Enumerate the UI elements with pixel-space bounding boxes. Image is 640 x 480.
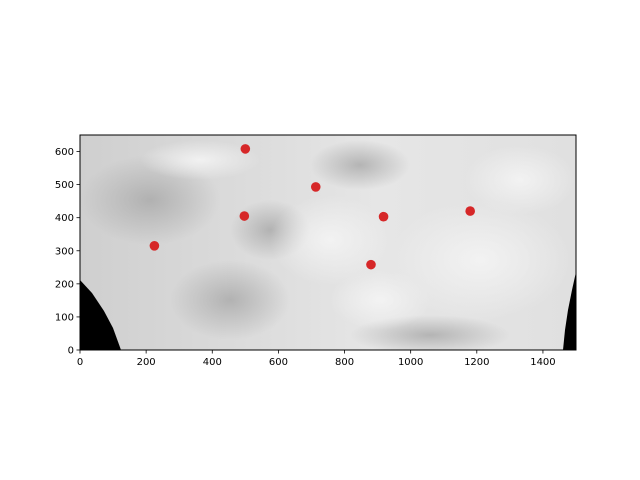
x-axis: 0 200 400 600 800 1000 1200 1400 [77, 350, 556, 368]
data-points [149, 144, 475, 270]
x-tick-label: 1400 [530, 357, 555, 368]
plot-frame [79, 134, 577, 351]
data-point [366, 259, 376, 270]
x-tick-label: 600 [269, 357, 288, 368]
data-point [310, 182, 321, 192]
data-point [240, 144, 251, 154]
y-tick-label: 300 [55, 246, 74, 257]
x-tick-label: 200 [137, 357, 156, 368]
y-tick-label: 0 [68, 346, 74, 357]
y-axis: 0 100 200 300 400 500 600 [55, 147, 80, 357]
y-tick-label: 500 [55, 180, 74, 191]
y-tick-label: 400 [55, 213, 74, 224]
x-tick-label: 1200 [464, 357, 489, 368]
data-point [149, 241, 160, 251]
data-point [239, 211, 250, 221]
satellite-image [80, 135, 576, 350]
y-tick-label: 100 [55, 312, 74, 323]
x-tick-label: 800 [335, 357, 354, 368]
x-tick-label: 400 [203, 357, 222, 368]
data-point [465, 206, 475, 216]
y-tick-label: 600 [55, 147, 74, 158]
data-point [378, 211, 389, 222]
x-tick-label: 0 [77, 357, 83, 368]
y-tick-label: 200 [55, 279, 74, 290]
x-tick-label: 1000 [398, 357, 423, 368]
